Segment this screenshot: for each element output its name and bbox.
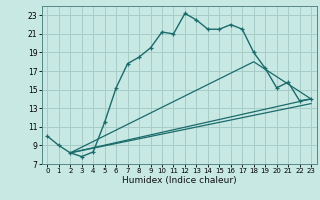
X-axis label: Humidex (Indice chaleur): Humidex (Indice chaleur): [122, 176, 236, 185]
